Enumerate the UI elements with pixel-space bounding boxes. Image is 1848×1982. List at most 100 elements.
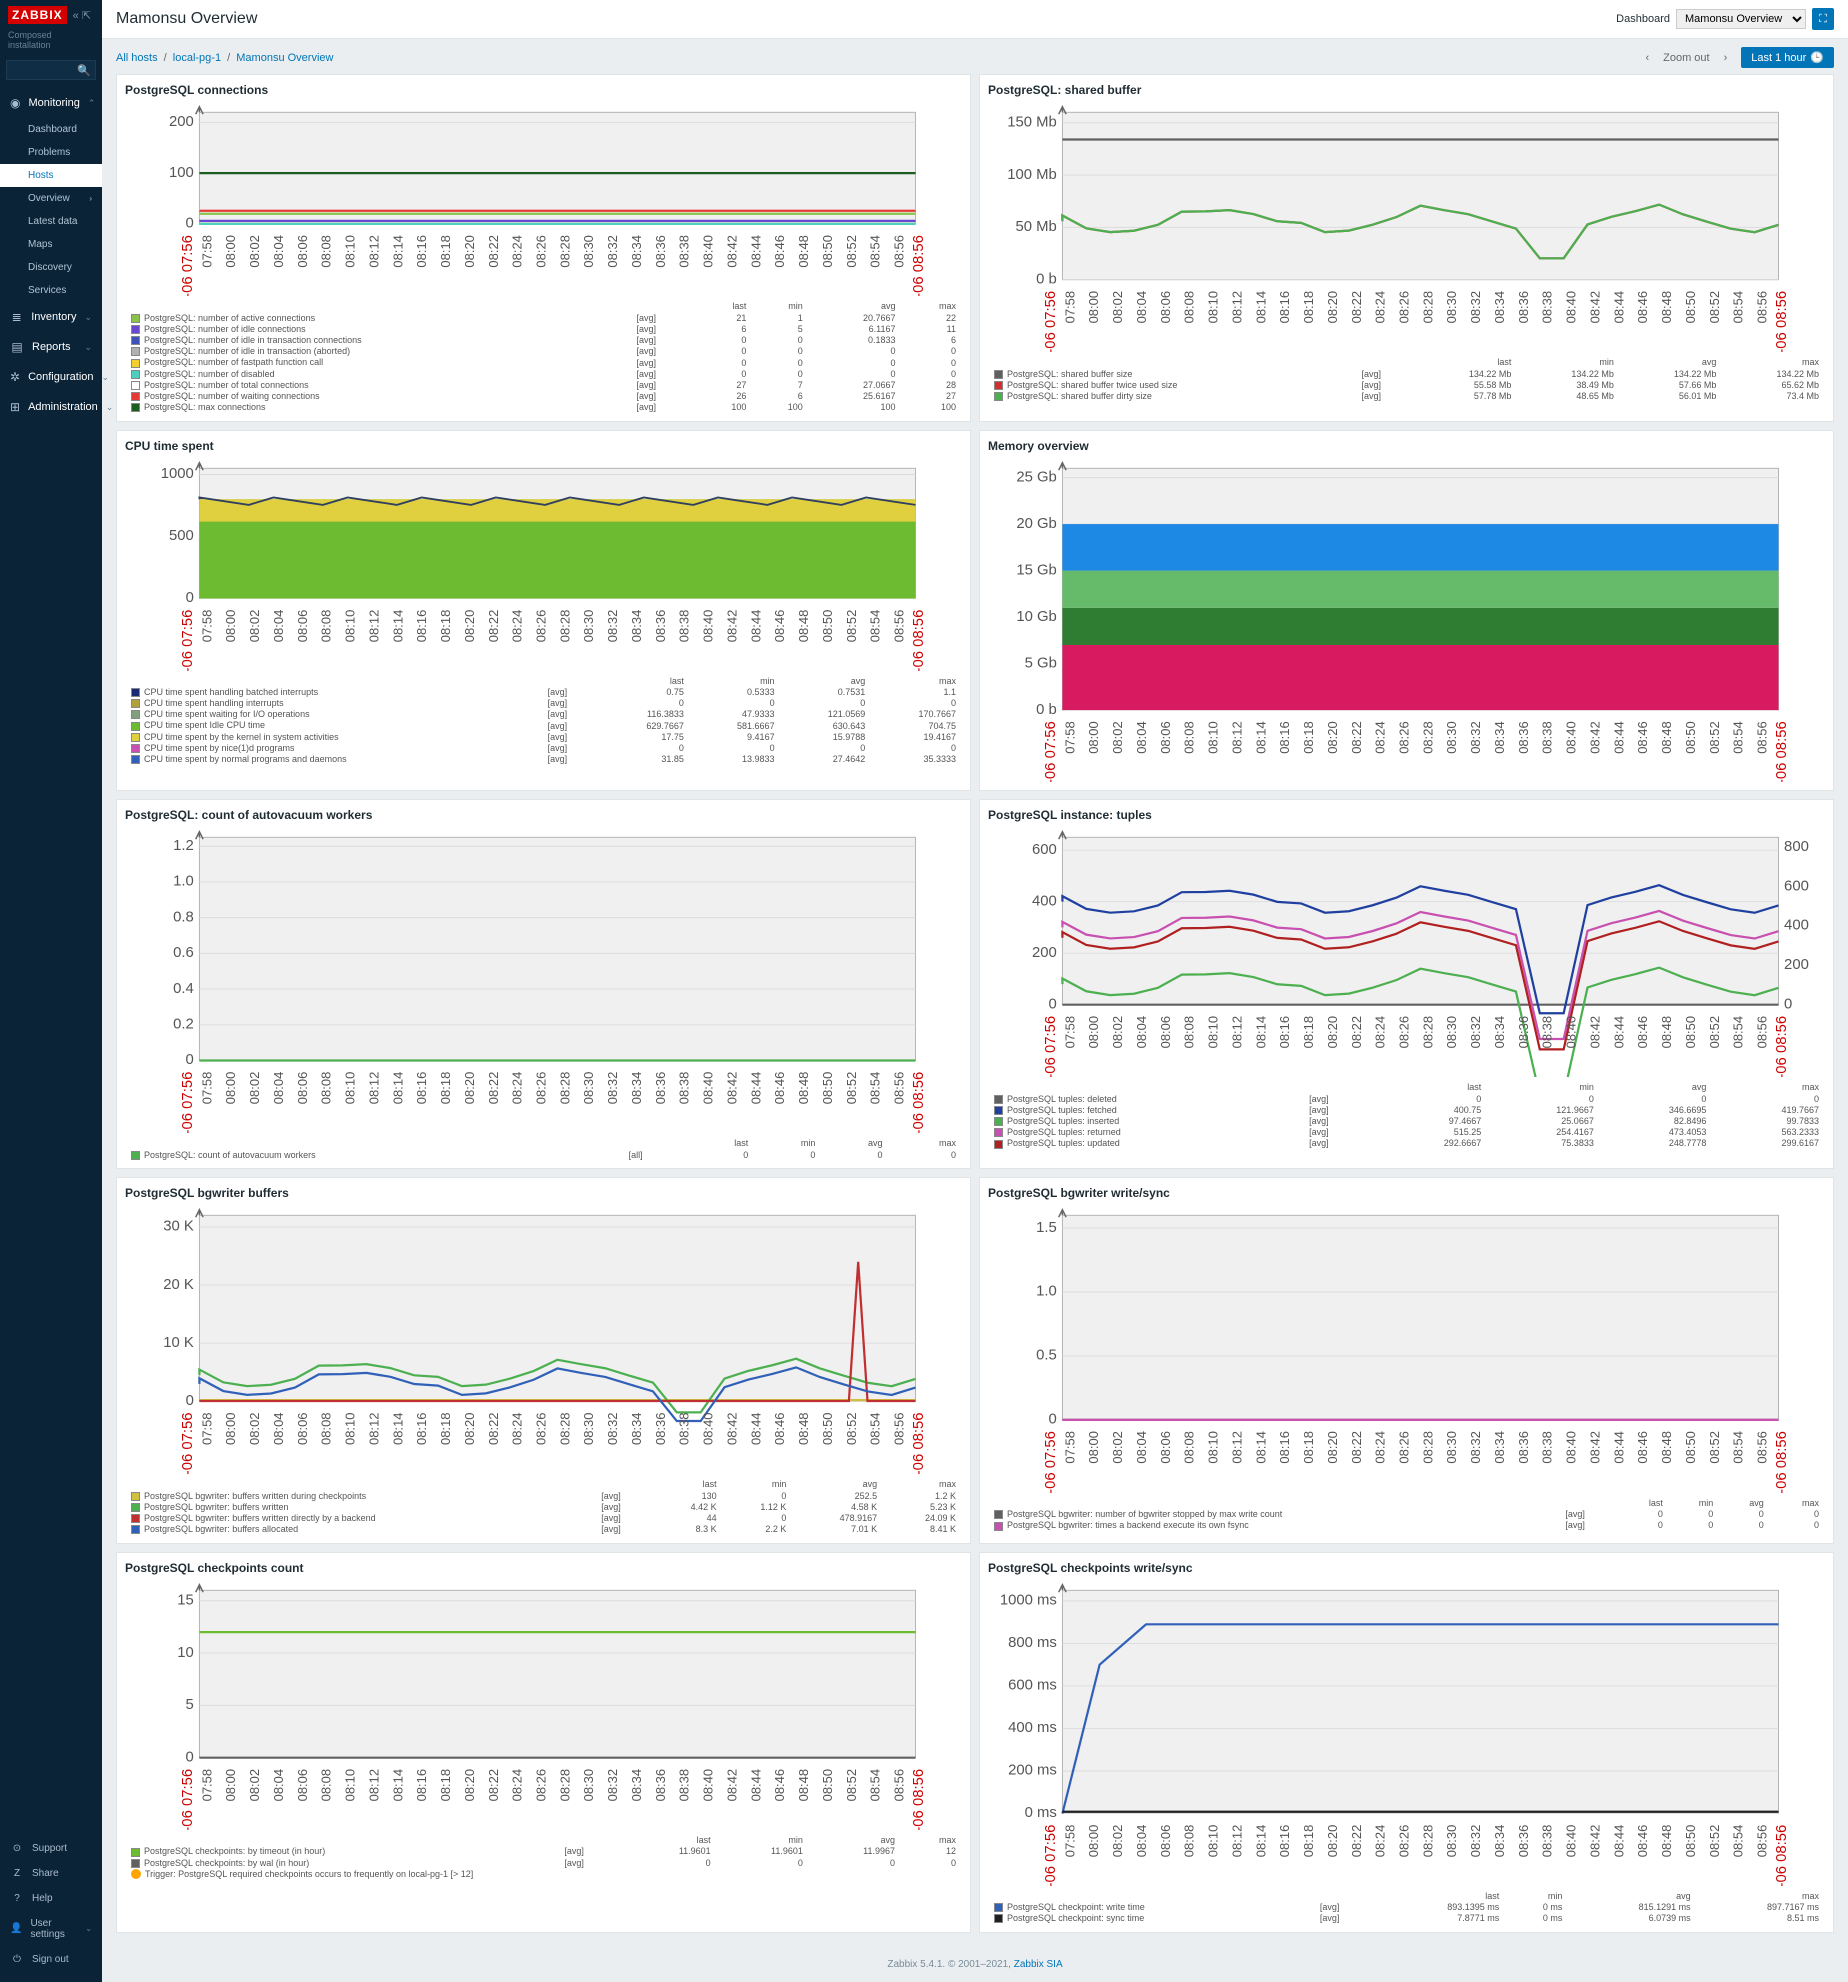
breadcrumb-host[interactable]: local-pg-1 bbox=[173, 52, 221, 64]
svg-text:08:38: 08:38 bbox=[1540, 1431, 1555, 1464]
svg-text:08:34: 08:34 bbox=[1492, 1016, 1507, 1049]
footer-item-support[interactable]: ⊙Support bbox=[0, 1836, 102, 1861]
svg-text:08:04: 08:04 bbox=[271, 1072, 286, 1105]
nav-item-discovery[interactable]: Discovery bbox=[0, 256, 102, 279]
svg-text:08:22: 08:22 bbox=[1349, 1431, 1364, 1464]
svg-text:08:54: 08:54 bbox=[1731, 291, 1746, 324]
svg-text:08:34: 08:34 bbox=[629, 1413, 644, 1446]
reports-icon: ▤ bbox=[10, 340, 24, 354]
chart: 0 b5 Gb10 Gb15 Gb20 Gb25 Gb07:5808:0008:… bbox=[988, 459, 1825, 783]
nav-section-administration[interactable]: ⊞Administration⌄ bbox=[0, 392, 102, 422]
svg-text:08:12: 08:12 bbox=[366, 1072, 381, 1105]
legend: lastminavgmaxPostgreSQL: count of autova… bbox=[125, 1137, 962, 1160]
svg-text:08:10: 08:10 bbox=[343, 1413, 358, 1446]
svg-text:08:04: 08:04 bbox=[1134, 1016, 1149, 1049]
svg-text:08-06 07:56: 08-06 07:56 bbox=[180, 235, 196, 296]
svg-text:08:56: 08:56 bbox=[1755, 721, 1770, 754]
svg-text:08:28: 08:28 bbox=[557, 235, 572, 268]
time-next[interactable]: › bbox=[1718, 50, 1734, 66]
breadcrumb-current[interactable]: Mamonsu Overview bbox=[236, 52, 333, 64]
svg-text:08-06 07:56: 08-06 07:56 bbox=[1043, 1431, 1059, 1492]
nav-item-maps[interactable]: Maps bbox=[0, 233, 102, 256]
panel-memory: Memory overview 0 b5 Gb10 Gb15 Gb20 Gb25… bbox=[979, 430, 1834, 792]
nav-section-configuration[interactable]: ✲Configuration⌄ bbox=[0, 362, 102, 392]
svg-text:08:50: 08:50 bbox=[1683, 291, 1698, 324]
svg-text:08:22: 08:22 bbox=[486, 1072, 501, 1105]
nav-item-dashboard[interactable]: Dashboard bbox=[0, 118, 102, 141]
svg-text:200: 200 bbox=[169, 114, 194, 130]
svg-text:1000 ms: 1000 ms bbox=[1000, 1592, 1057, 1608]
svg-text:08:04: 08:04 bbox=[1134, 721, 1149, 754]
dashboard-label: Dashboard bbox=[1616, 13, 1670, 25]
search-input[interactable] bbox=[11, 65, 77, 76]
footer-item-share[interactable]: ZShare bbox=[0, 1861, 102, 1886]
svg-text:600 ms: 600 ms bbox=[1008, 1677, 1057, 1693]
svg-text:08:22: 08:22 bbox=[1349, 721, 1364, 754]
administration-icon: ⊞ bbox=[10, 400, 20, 414]
svg-text:08:32: 08:32 bbox=[1468, 1824, 1483, 1857]
svg-text:08:44: 08:44 bbox=[1611, 1824, 1626, 1857]
svg-text:08:46: 08:46 bbox=[772, 1413, 787, 1446]
nav-item-hosts[interactable]: Hosts bbox=[0, 164, 102, 187]
svg-text:08:36: 08:36 bbox=[653, 235, 668, 268]
svg-text:08:08: 08:08 bbox=[1182, 721, 1197, 754]
nav-item-services[interactable]: Services bbox=[0, 279, 102, 302]
svg-text:08:18: 08:18 bbox=[1301, 1431, 1316, 1464]
svg-text:08-06 08:56: 08-06 08:56 bbox=[1774, 1824, 1790, 1885]
footer-link[interactable]: Zabbix SIA bbox=[1014, 1959, 1063, 1970]
fullscreen-button[interactable]: ⛶ bbox=[1812, 8, 1834, 30]
time-range-button[interactable]: Last 1 hour 🕒 bbox=[1741, 47, 1834, 68]
svg-text:08:20: 08:20 bbox=[462, 235, 477, 268]
svg-text:08:26: 08:26 bbox=[1397, 1824, 1412, 1857]
panel-title: PostgreSQL checkpoints write/sync bbox=[988, 1561, 1825, 1575]
svg-text:08:24: 08:24 bbox=[510, 235, 525, 268]
panel-checkpoints_sync: PostgreSQL checkpoints write/sync 0 ms20… bbox=[979, 1552, 1834, 1933]
svg-text:25 Gb: 25 Gb bbox=[1016, 469, 1056, 485]
svg-text:08:16: 08:16 bbox=[414, 609, 429, 642]
svg-text:08:18: 08:18 bbox=[1301, 721, 1316, 754]
svg-text:200 ms: 200 ms bbox=[1008, 1762, 1057, 1778]
svg-text:08:14: 08:14 bbox=[1253, 721, 1268, 754]
panel-connections: PostgreSQL connections 010020007:5808:00… bbox=[116, 74, 971, 422]
footer-item-help[interactable]: ?Help bbox=[0, 1886, 102, 1911]
footer-item-sign-out[interactable]: ⏻Sign out bbox=[0, 1947, 102, 1972]
zoom-out[interactable]: Zoom out bbox=[1663, 52, 1709, 64]
panel-checkpoints_count: PostgreSQL checkpoints count 05101507:58… bbox=[116, 1552, 971, 1933]
time-prev[interactable]: ‹ bbox=[1639, 50, 1655, 66]
svg-text:08:34: 08:34 bbox=[1492, 1824, 1507, 1857]
nav-item-problems[interactable]: Problems bbox=[0, 141, 102, 164]
svg-text:08:32: 08:32 bbox=[1468, 1016, 1483, 1049]
svg-text:08:34: 08:34 bbox=[629, 1769, 644, 1802]
svg-text:08:34: 08:34 bbox=[1492, 291, 1507, 324]
search-box[interactable]: 🔍 bbox=[6, 60, 96, 80]
svg-text:600: 600 bbox=[1784, 878, 1809, 894]
svg-text:08:16: 08:16 bbox=[1277, 721, 1292, 754]
svg-text:10 Gb: 10 Gb bbox=[1016, 608, 1056, 624]
svg-text:08:48: 08:48 bbox=[1659, 1431, 1674, 1464]
search-icon[interactable]: 🔍 bbox=[77, 64, 91, 77]
panel-tuples: PostgreSQL instance: tuples 020040060002… bbox=[979, 799, 1834, 1169]
svg-text:08:40: 08:40 bbox=[701, 1413, 716, 1446]
nav-section-reports[interactable]: ▤Reports⌄ bbox=[0, 332, 102, 362]
svg-text:08:10: 08:10 bbox=[1206, 721, 1221, 754]
svg-text:08:14: 08:14 bbox=[390, 1072, 405, 1105]
nav-section-monitoring[interactable]: ◉Monitoring⌃ bbox=[0, 88, 102, 118]
svg-text:08:00: 08:00 bbox=[223, 609, 238, 642]
svg-text:08:32: 08:32 bbox=[1468, 291, 1483, 324]
nav-item-overview[interactable]: Overview› bbox=[0, 187, 102, 210]
svg-text:08:16: 08:16 bbox=[1277, 291, 1292, 324]
svg-text:0: 0 bbox=[186, 216, 194, 232]
svg-text:08:54: 08:54 bbox=[868, 1769, 883, 1802]
svg-text:08:30: 08:30 bbox=[1444, 1016, 1459, 1049]
svg-text:08:14: 08:14 bbox=[1253, 291, 1268, 324]
dashboard-select[interactable]: Mamonsu Overview bbox=[1676, 9, 1806, 29]
footer-item-user-settings[interactable]: 👤User settings⌄ bbox=[0, 1911, 102, 1947]
svg-text:50 Mb: 50 Mb bbox=[1016, 219, 1057, 235]
nav-section-inventory[interactable]: ≣Inventory⌄ bbox=[0, 302, 102, 332]
svg-text:08:26: 08:26 bbox=[534, 609, 549, 642]
breadcrumb-all-hosts[interactable]: All hosts bbox=[116, 52, 158, 64]
nav-item-latest-data[interactable]: Latest data bbox=[0, 210, 102, 233]
svg-text:08-06 07:56: 08-06 07:56 bbox=[1043, 291, 1059, 352]
svg-text:07:58: 07:58 bbox=[1062, 1824, 1077, 1857]
sidebar-collapse-icons[interactable]: « ⇱ bbox=[73, 9, 91, 22]
